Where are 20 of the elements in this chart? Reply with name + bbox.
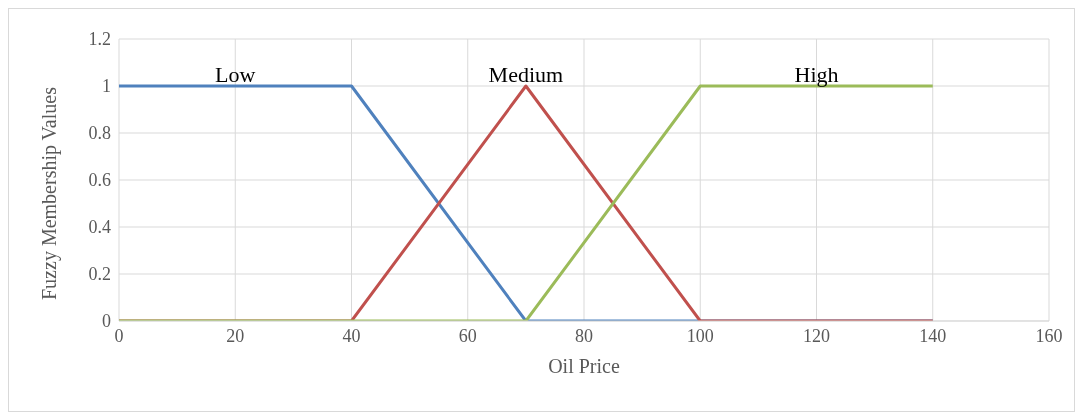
x-tick-label: 80 [575, 325, 593, 346]
x-tick-label: 100 [686, 325, 714, 346]
series-label: Low [215, 62, 256, 87]
x-axis-title: Oil Price [548, 355, 620, 377]
y-tick-label: 1.2 [88, 29, 111, 50]
y-tick-label: 0 [102, 311, 111, 332]
series-label: High [794, 62, 839, 87]
x-tick-label: 20 [226, 325, 245, 346]
series-label: Medium [488, 62, 564, 87]
x-tick-label: 120 [803, 325, 830, 346]
y-tick-label: 1 [102, 76, 111, 97]
y-tick-label: 0.8 [88, 123, 111, 144]
x-tick-label: 60 [458, 325, 477, 346]
y-axis-title: Fuzzy Membership Values [38, 86, 62, 300]
y-tick-label: 0.6 [88, 170, 111, 191]
y-tick-label: 0.4 [88, 217, 111, 238]
x-tick-label: 160 [1035, 325, 1063, 346]
x-tick-label: 140 [919, 325, 947, 346]
x-tick-label: 40 [342, 325, 361, 346]
y-tick-label: 0.2 [88, 264, 111, 285]
